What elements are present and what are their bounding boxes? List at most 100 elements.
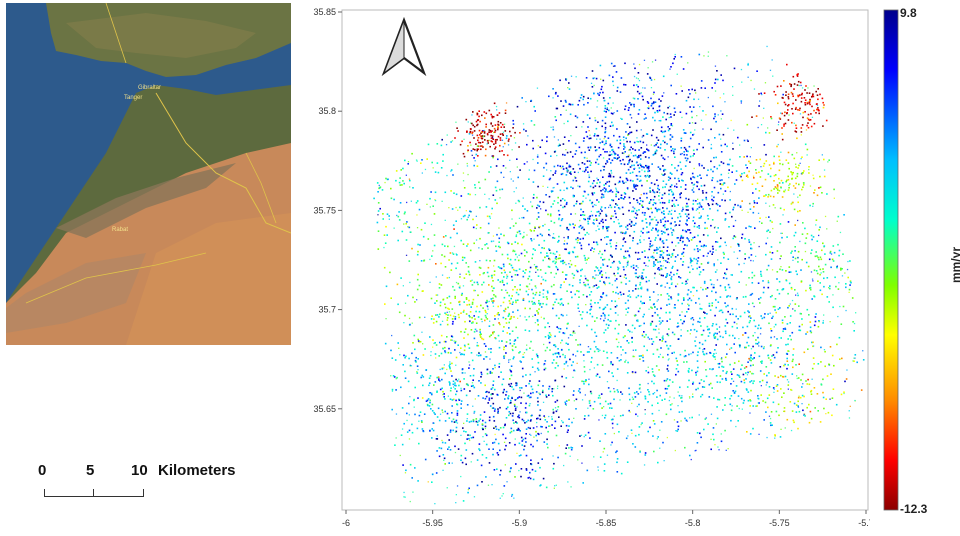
velocity-point	[473, 130, 476, 132]
velocity-point	[540, 316, 542, 318]
velocity-point	[645, 117, 647, 119]
velocity-point	[624, 257, 627, 259]
velocity-point	[692, 191, 695, 193]
velocity-point	[499, 139, 502, 141]
velocity-point	[602, 165, 604, 168]
velocity-point	[609, 151, 611, 153]
velocity-point	[767, 280, 769, 282]
velocity-point	[804, 415, 806, 417]
velocity-point	[686, 330, 689, 332]
velocity-point	[797, 400, 799, 403]
velocity-point	[742, 373, 745, 376]
velocity-point	[557, 209, 560, 212]
velocity-point	[635, 188, 637, 190]
velocity-point	[651, 255, 654, 258]
velocity-point	[640, 164, 642, 167]
velocity-point	[653, 375, 656, 377]
velocity-point	[610, 352, 613, 354]
velocity-point	[662, 274, 664, 277]
velocity-point	[824, 365, 826, 368]
velocity-point	[483, 135, 486, 137]
velocity-point	[503, 357, 505, 359]
velocity-point	[483, 130, 486, 133]
velocity-point	[497, 410, 499, 412]
velocity-point	[645, 222, 648, 224]
velocity-point	[657, 402, 659, 404]
velocity-point	[456, 412, 459, 415]
velocity-point	[486, 390, 488, 393]
velocity-point	[686, 220, 688, 222]
velocity-point	[714, 113, 716, 115]
velocity-point	[747, 391, 750, 393]
velocity-point	[573, 204, 575, 207]
velocity-point	[746, 174, 749, 177]
velocity-point	[639, 387, 641, 389]
velocity-point	[642, 277, 644, 280]
velocity-point	[509, 431, 512, 434]
velocity-point	[539, 393, 541, 396]
velocity-point	[811, 94, 814, 97]
velocity-point	[789, 401, 792, 403]
velocity-point	[653, 423, 656, 425]
velocity-point	[793, 402, 796, 405]
velocity-point	[637, 156, 640, 158]
velocity-point	[692, 216, 695, 219]
velocity-point	[548, 248, 550, 250]
velocity-point	[589, 146, 592, 148]
velocity-point	[716, 167, 718, 170]
velocity-point	[543, 247, 545, 250]
velocity-point	[673, 203, 675, 206]
velocity-point	[471, 359, 474, 362]
velocity-point	[662, 242, 665, 245]
velocity-point	[576, 290, 578, 292]
velocity-point	[529, 380, 531, 382]
velocity-point	[436, 300, 438, 302]
velocity-point	[476, 165, 479, 167]
velocity-point	[656, 283, 658, 285]
velocity-point	[748, 277, 750, 279]
velocity-point	[548, 257, 550, 260]
velocity-point	[628, 280, 631, 282]
velocity-point	[473, 289, 475, 292]
velocity-point	[806, 308, 809, 311]
velocity-point	[476, 148, 479, 150]
velocity-point	[576, 241, 579, 244]
velocity-point	[746, 389, 748, 391]
velocity-point	[578, 388, 581, 390]
velocity-point	[693, 248, 696, 251]
velocity-point	[746, 341, 748, 344]
velocity-point	[454, 316, 457, 318]
velocity-point	[659, 119, 662, 122]
velocity-point	[561, 348, 563, 351]
velocity-point	[536, 355, 539, 357]
velocity-point	[508, 411, 511, 413]
velocity-point	[676, 326, 679, 328]
velocity-point	[513, 316, 515, 318]
velocity-point	[476, 149, 478, 152]
velocity-point	[501, 495, 503, 497]
velocity-point	[502, 165, 505, 167]
velocity-point	[605, 243, 608, 245]
velocity-point	[521, 367, 524, 370]
velocity-point	[806, 117, 809, 119]
velocity-point	[448, 295, 451, 298]
velocity-point	[411, 322, 413, 324]
velocity-point	[501, 123, 504, 126]
velocity-point	[716, 406, 718, 408]
velocity-point	[757, 327, 759, 330]
velocity-point	[660, 274, 663, 277]
velocity-point	[659, 238, 662, 241]
velocity-point	[716, 241, 719, 243]
velocity-point	[532, 147, 534, 150]
velocity-point	[629, 234, 631, 237]
velocity-point	[629, 166, 632, 168]
velocity-point	[569, 172, 571, 174]
velocity-point	[797, 294, 799, 297]
velocity-point	[462, 285, 465, 287]
velocity-point	[504, 271, 506, 274]
velocity-point	[812, 95, 815, 98]
velocity-point	[593, 180, 595, 182]
velocity-point	[492, 324, 495, 326]
velocity-point	[582, 95, 585, 98]
velocity-point	[577, 303, 579, 306]
